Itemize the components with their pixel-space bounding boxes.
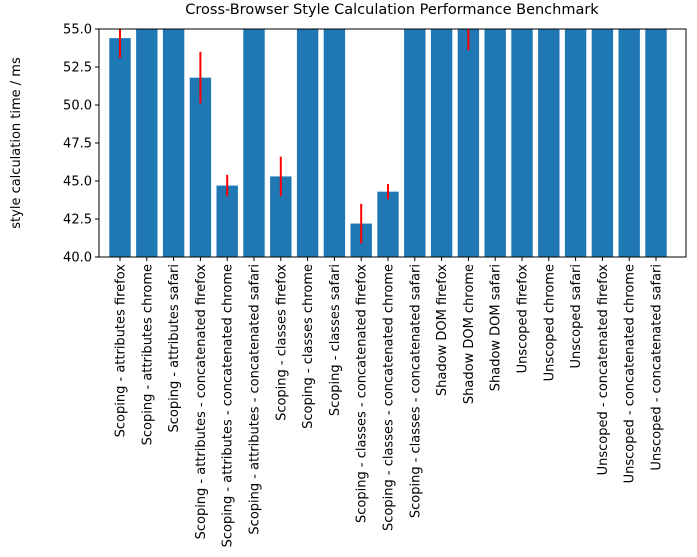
y-tick-label: 52.5 [63,61,92,76]
x-tick-label: Scoping - classes - concatenated chrome [382,264,397,531]
chart-title: Cross-Browser Style Calculation Performa… [185,2,599,18]
y-tick-label: 50.0 [63,99,92,114]
bar [591,29,614,257]
bar [538,29,560,257]
bar [296,29,319,257]
x-tick-label: Scoping - attributes - concatenated chro… [221,264,236,547]
bar [270,176,292,257]
bar [189,77,212,257]
bar [323,29,346,257]
x-tick-label: Scoping - classes firefox [274,264,289,421]
x-tick-label: Unscoped - concatenated firefox [596,264,611,476]
bar [618,29,640,257]
bar [430,29,453,257]
x-tick-label: Scoping - attributes - concatenated fire… [194,264,209,540]
bar [377,191,399,257]
bar [484,29,506,257]
bar [162,29,185,257]
x-tick-label: Scoping - classes chrome [301,264,316,429]
x-tick-label: Scoping - classes - concatenated safari [408,264,423,518]
bar [457,29,480,257]
y-tick-label: 42.5 [63,213,92,228]
y-tick-label: 47.5 [63,137,92,152]
x-tick-label: Scoping - attributes safari [167,264,182,433]
bar [645,29,667,257]
bar [511,29,533,257]
x-tick-label: Unscoped safari [569,264,584,369]
x-tick-label: Unscoped chrome [542,264,557,381]
x-tick-label: Shadow DOM safari [489,264,504,391]
bar [216,185,238,257]
x-tick-label: Scoping - attributes - concatenated safa… [248,264,263,535]
x-tick-label: Scoping - classes - concatenated firefox [355,264,370,523]
y-tick-label: 40.0 [63,251,92,266]
x-tick-label: Unscoped - concatenated chrome [623,264,638,483]
bar [109,38,131,257]
plot-area [109,29,667,257]
x-tick-label: Unscoped firefox [516,264,531,374]
x-tick-label: Unscoped - concatenated safari [650,264,665,471]
bar [243,29,265,257]
bar [136,29,158,257]
bar [404,29,426,257]
x-tick-label: Scoping - classes safari [328,264,343,416]
x-tick-label: Shadow DOM chrome [462,264,477,404]
x-tick-label: Scoping - attributes firefox [114,264,129,438]
y-tick-label: 45.0 [63,175,92,190]
y-axis-label: style calculation time / ms [9,57,24,229]
bar [564,29,587,257]
x-tick-label: Shadow DOM firefox [435,264,450,396]
y-tick-label: 55.0 [63,23,92,38]
x-tick-label: Scoping - attributes chrome [140,264,155,445]
